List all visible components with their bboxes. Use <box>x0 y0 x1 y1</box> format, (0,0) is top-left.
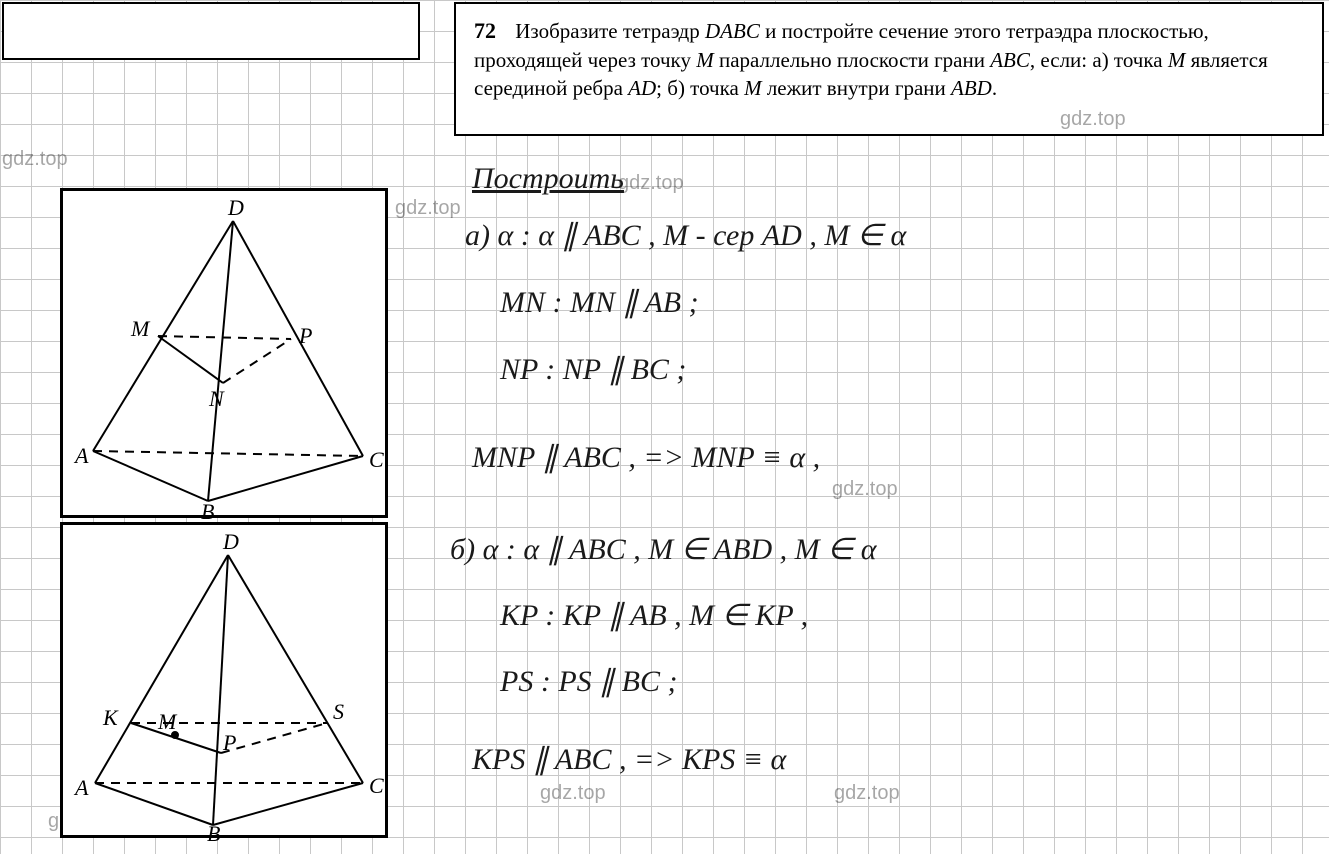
problem-text-7: лежит внутри грани <box>762 76 951 100</box>
problem-m2: M <box>1168 48 1186 72</box>
label-n: N <box>208 386 225 411</box>
label-p: P <box>222 730 236 755</box>
tetrahedron-a: D M P N A B C <box>63 191 391 521</box>
problem-abc: ABC <box>990 48 1030 72</box>
top-left-box <box>2 2 420 60</box>
label-m: M <box>157 709 178 734</box>
hw-b-label: б) α : α ∥ ABC , M ∈ ABD , M ∈ α <box>450 532 877 567</box>
problem-text-6: ; б) точка <box>656 76 744 100</box>
problem-text-4: , если: а) точка <box>1030 48 1168 72</box>
label-p: P <box>298 323 312 348</box>
label-m: M <box>130 316 151 341</box>
hw-b-kp: KP : KP ∥ AB , M ∈ KP , <box>500 598 808 633</box>
label-a: A <box>73 443 89 468</box>
tetrahedron-b: D K M P S A B C <box>63 525 391 841</box>
diagram-a-panel: D M P N A B C <box>60 188 388 518</box>
label-k: K <box>102 705 119 730</box>
hw-title: Построить <box>472 162 624 196</box>
problem-m: M <box>696 48 714 72</box>
label-s: S <box>333 699 344 724</box>
hw-a-np: NP : NP ∥ BC ; <box>500 352 686 387</box>
label-b: B <box>201 499 214 521</box>
label-c: C <box>369 773 384 798</box>
problem-number: 72 <box>474 18 496 43</box>
problem-text-3: параллельно плоскости грани <box>714 48 991 72</box>
hw-a-concl: MNP ∥ ABC , => MNP ≡ α , <box>472 440 820 475</box>
problem-m3: M <box>744 76 762 100</box>
problem-statement-box: 72 Изобразите тетраэдр DABC и постройте … <box>454 2 1324 136</box>
label-d: D <box>222 529 239 554</box>
problem-ad: AD <box>628 76 656 100</box>
hw-a-label: а) α : α ∥ ABC , M - сер AD , M ∈ α <box>465 218 906 253</box>
hw-b-ps: PS : PS ∥ BC ; <box>500 664 677 699</box>
problem-dabc: DABC <box>705 19 760 43</box>
label-a: A <box>73 775 89 800</box>
label-c: C <box>369 447 384 472</box>
label-b: B <box>207 821 220 841</box>
problem-text-8: . <box>992 76 997 100</box>
problem-abd: ABD <box>951 76 992 100</box>
diagram-b-panel: D K M P S A B C <box>60 522 388 838</box>
hw-b-concl: KPS ∥ ABC , => KPS ≡ α <box>472 742 786 777</box>
hw-a-mn: MN : MN ∥ AB ; <box>500 285 699 320</box>
problem-text-1: Изобразите тетраэдр <box>515 19 705 43</box>
label-d: D <box>227 195 244 220</box>
